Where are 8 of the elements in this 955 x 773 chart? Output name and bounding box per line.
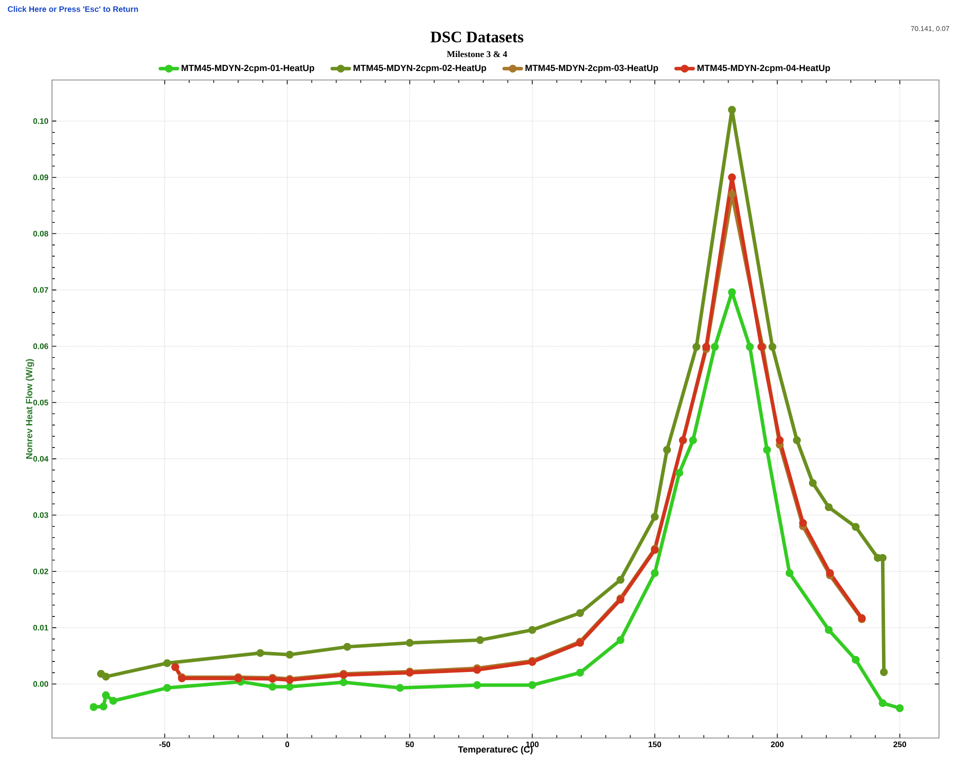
legend-label: MTM45-MDYN-2cpm-04-HeatUp — [698, 64, 830, 73]
legend-label: MTM45-MDYN-2cpm-03-HeatUp — [526, 64, 658, 73]
legend-label: MTM45-MDYN-2cpm-02-HeatUp — [354, 64, 486, 73]
chart-subtitle: Milestone 3 & 4 — [446, 50, 508, 58]
legend-label: MTM45-MDYN-2cpm-01-HeatUp — [182, 64, 314, 73]
chart-title: DSC Datasets — [430, 32, 524, 42]
x-axis-title: TemperatureC (C) — [458, 746, 533, 754]
y-axis-title: Nonrev Heat Flow (W/g) — [26, 359, 34, 459]
